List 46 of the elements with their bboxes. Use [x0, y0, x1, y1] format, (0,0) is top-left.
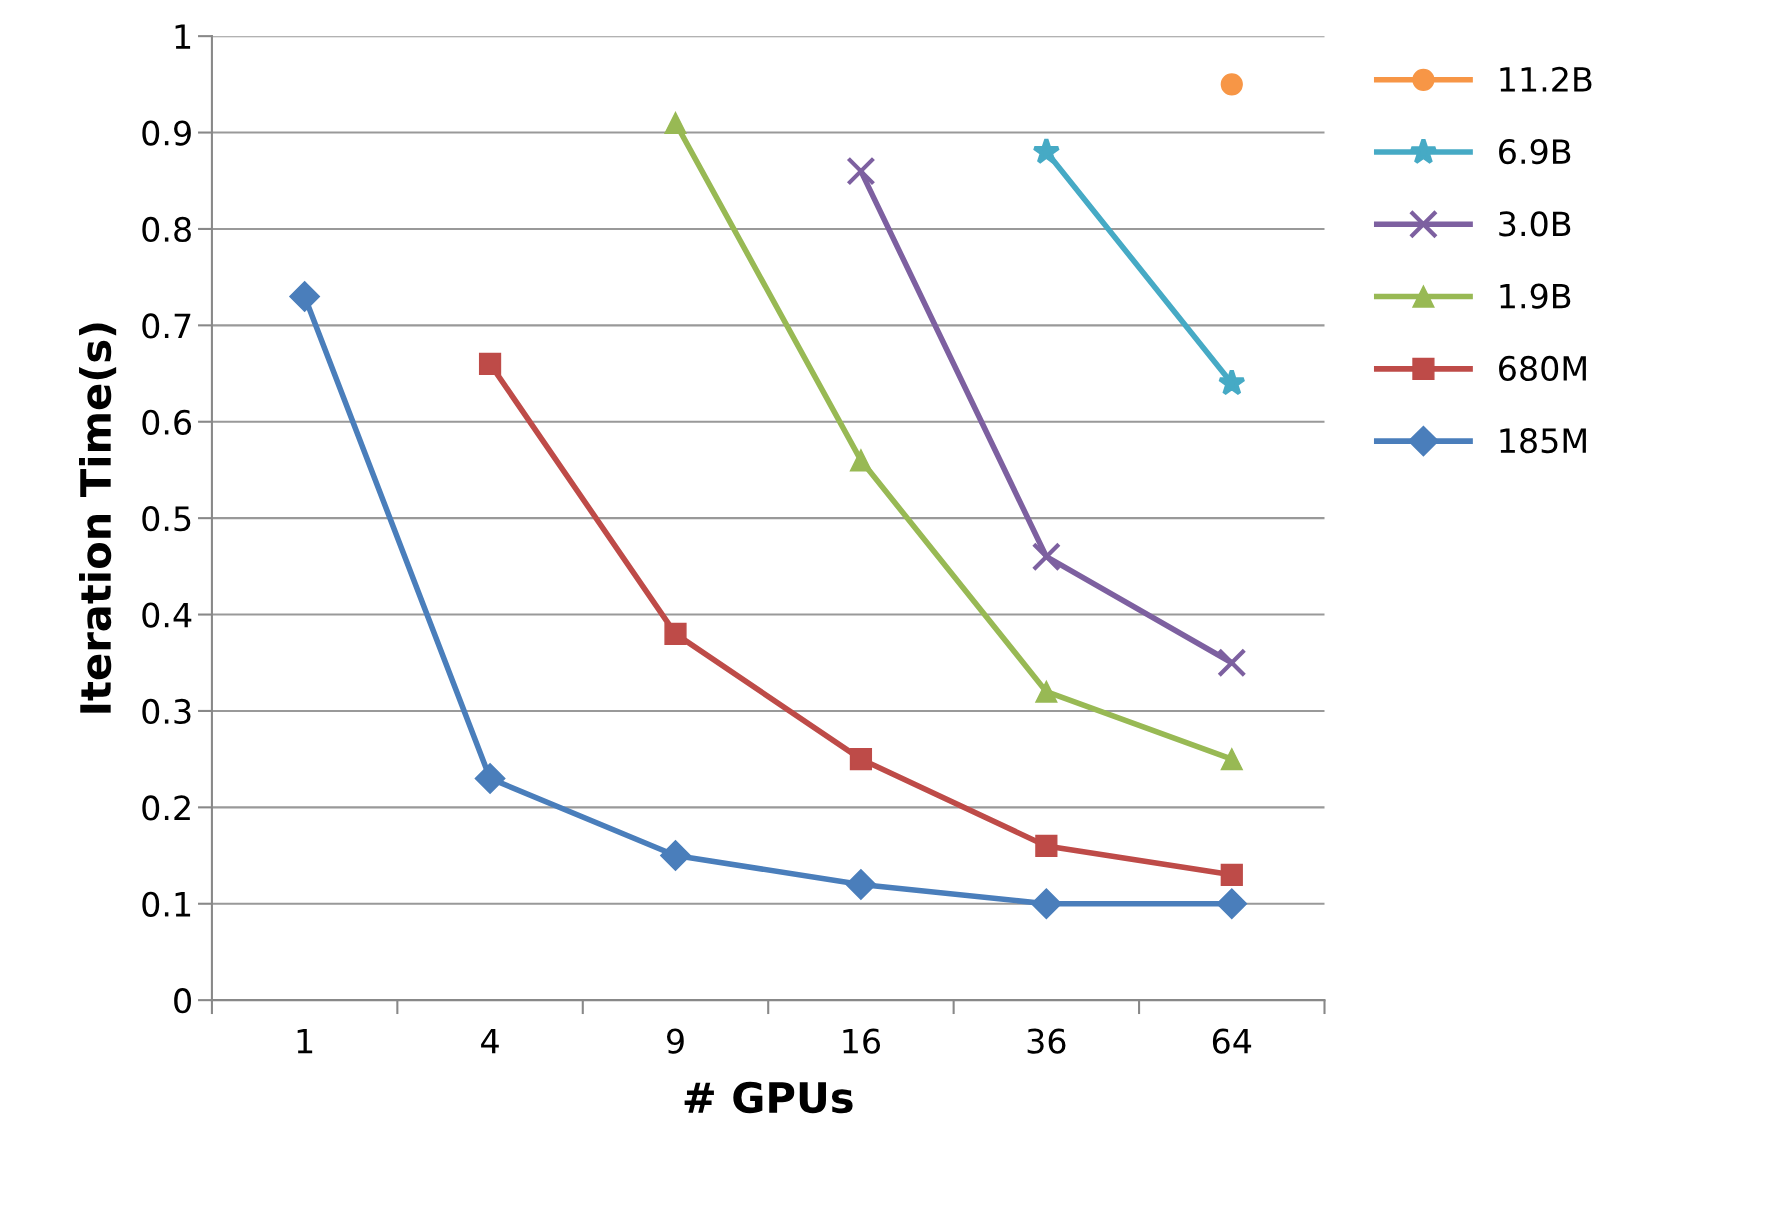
point [1031, 542, 1061, 572]
y-tick-label: 0.5 [142, 506, 191, 532]
point [664, 111, 687, 135]
y-tick-label: 0.9 [142, 120, 191, 146]
point [1220, 863, 1243, 886]
point [846, 156, 876, 186]
point [1220, 73, 1243, 96]
y-tick-label: 1 [175, 24, 191, 49]
point [478, 352, 502, 376]
point [849, 748, 873, 771]
point [1220, 748, 1243, 771]
y-tick-label: 0.4 [142, 602, 192, 628]
x-tick-label: 1 [297, 1028, 313, 1054]
point [849, 449, 873, 472]
x-tick-label: 36 [1027, 1028, 1066, 1054]
y-tick-label: 0.8 [142, 216, 191, 243]
x-tick-label: 9 [666, 1028, 684, 1054]
x-tick-label: 64 [1212, 1028, 1252, 1054]
x-axis-title: # GPUs [684, 1081, 853, 1114]
point [1035, 834, 1058, 858]
y-tick-label: 0.3 [142, 698, 191, 725]
y-axis-title: Iteration Time(s) [79, 323, 117, 713]
legend-label: 6.9B [1499, 139, 1571, 165]
point [289, 281, 321, 312]
point [845, 869, 877, 900]
legend-label: 3.0B [1499, 211, 1571, 237]
x-tick-label: 16 [843, 1028, 881, 1054]
legend-label: 11.2B [1500, 66, 1592, 92]
point [1217, 648, 1247, 678]
point [1030, 888, 1062, 920]
point [1032, 137, 1061, 165]
point [664, 622, 687, 645]
point [1216, 888, 1248, 920]
point [1035, 680, 1058, 703]
legend-label: 1.9B [1500, 283, 1571, 309]
x-tick-label: 4 [481, 1028, 499, 1054]
point [660, 840, 691, 871]
point [1217, 368, 1246, 396]
y-tick-label: 0 [174, 988, 191, 1014]
legend-label: 680M [1499, 355, 1586, 381]
y-tick-label: 0.6 [142, 409, 192, 435]
legend-label: 185M [1500, 428, 1586, 454]
y-tick-label: 0.2 [142, 795, 190, 821]
y-tick-label: 0.1 [142, 891, 191, 917]
y-tick-label: 0.7 [142, 313, 191, 339]
point [474, 763, 506, 794]
